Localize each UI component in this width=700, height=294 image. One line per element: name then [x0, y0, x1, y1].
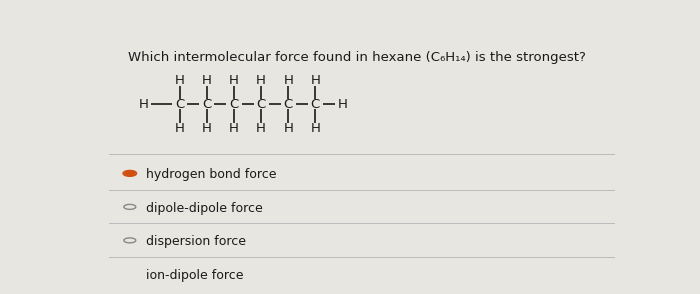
Text: H: H [139, 98, 148, 111]
Text: H: H [202, 122, 212, 135]
Text: C: C [311, 98, 320, 111]
Text: H: H [175, 122, 185, 135]
Text: H: H [310, 74, 321, 87]
Text: dipole-dipole force: dipole-dipole force [146, 201, 262, 215]
Text: hydrogen bond force: hydrogen bond force [146, 168, 276, 181]
Text: C: C [256, 98, 266, 111]
Text: H: H [256, 122, 266, 135]
Text: H: H [229, 74, 239, 87]
Text: C: C [230, 98, 239, 111]
Text: H: H [310, 122, 321, 135]
Circle shape [125, 171, 134, 176]
Text: C: C [175, 98, 184, 111]
Text: H: H [284, 74, 293, 87]
Text: H: H [284, 122, 293, 135]
Text: H: H [175, 74, 185, 87]
Text: Which intermolecular force found in hexane (C₆H₁₄) is the strongest?: Which intermolecular force found in hexa… [128, 51, 586, 64]
Text: H: H [202, 74, 212, 87]
Text: H: H [256, 74, 266, 87]
Text: H: H [229, 122, 239, 135]
Text: C: C [284, 98, 293, 111]
Text: C: C [202, 98, 211, 111]
Text: dispersion force: dispersion force [146, 235, 246, 248]
Text: H: H [337, 98, 347, 111]
Text: ion-dipole force: ion-dipole force [146, 268, 244, 282]
